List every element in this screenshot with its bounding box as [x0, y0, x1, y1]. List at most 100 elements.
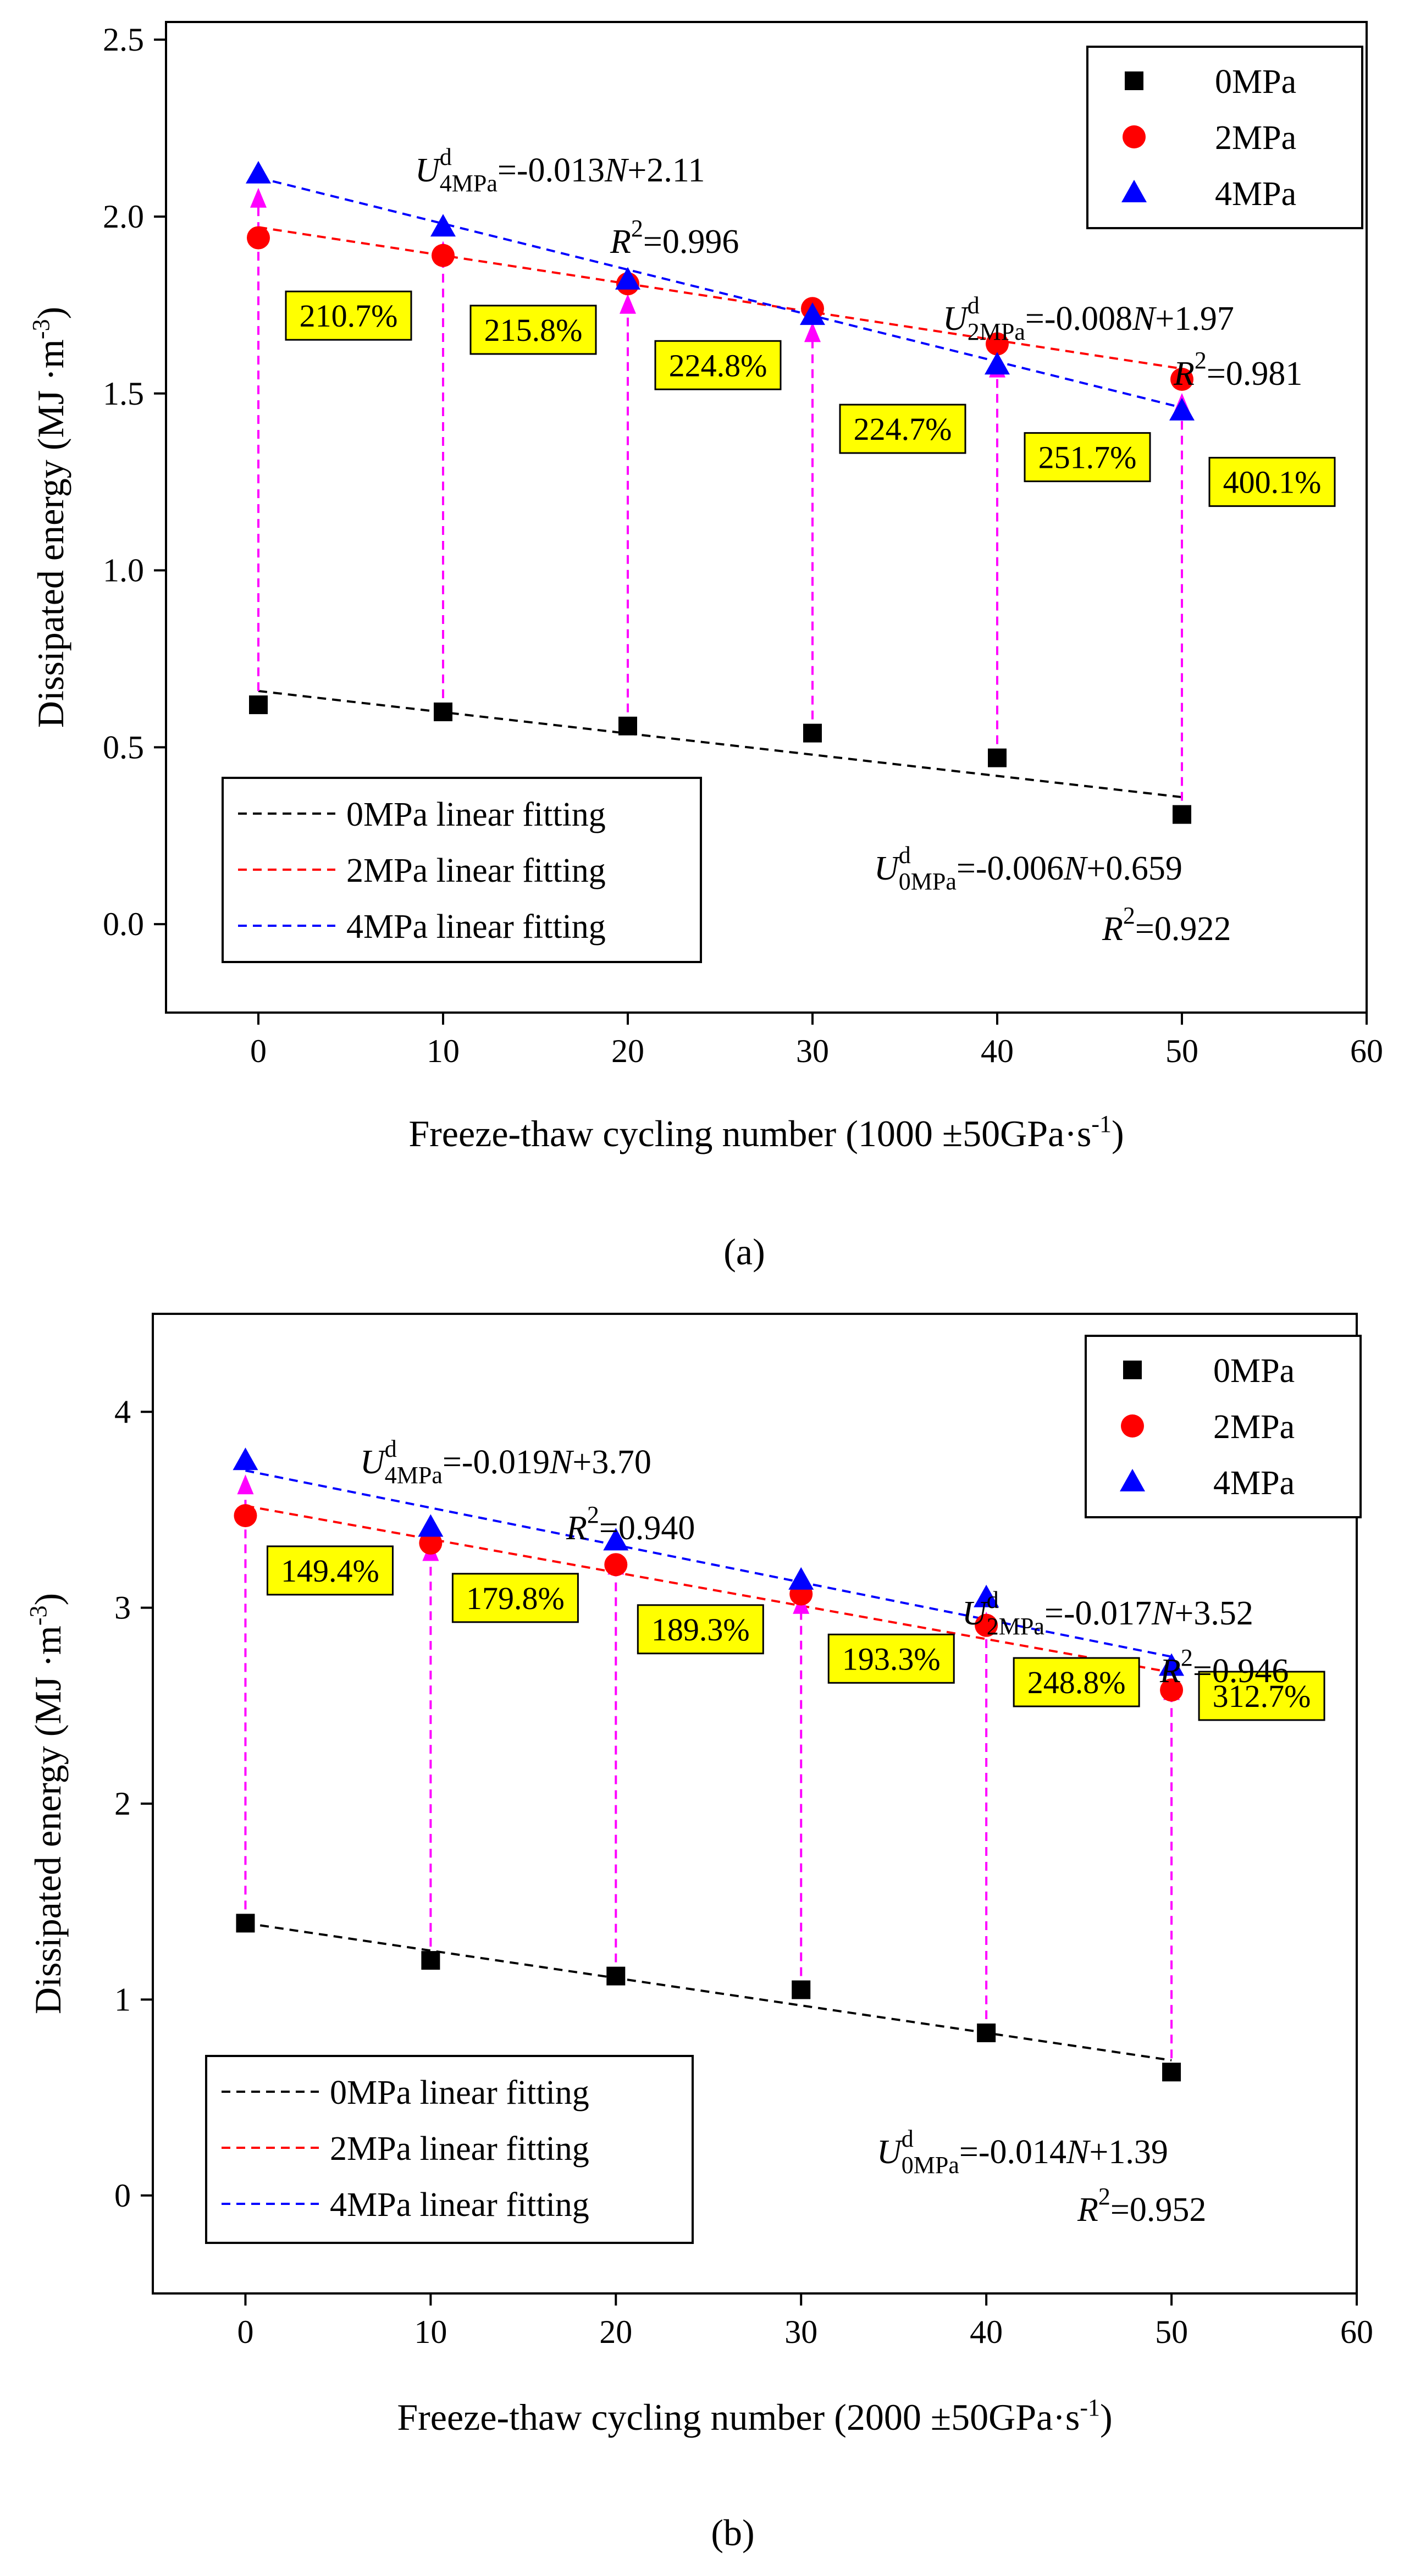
x-axis-title-main: Freeze-thaw cycling number (1000 ±50GPa·…	[408, 1113, 1091, 1154]
legend-marker-0MPa	[1123, 1361, 1142, 1379]
marker-0MPa	[434, 703, 452, 721]
y-axis-title: Dissipated energy (MJ ·m-3)	[25, 1593, 69, 2014]
eq-var: N	[1132, 300, 1157, 338]
eq-tail: +1.97	[1155, 300, 1234, 338]
eq-var: N	[1066, 2133, 1091, 2171]
y-tick-label: 1	[114, 1981, 131, 2017]
eq-rhs: =-0.017	[1044, 1595, 1152, 1632]
y-axis-title-main: Dissipated energy (MJ ·m	[27, 1626, 69, 2014]
x-tick-label: 40	[970, 2314, 1003, 2350]
y-tick-label: 0.5	[103, 729, 144, 765]
increase-label: 149.4%	[281, 1553, 379, 1589]
fit-legend-label: 2MPa linear fitting	[330, 2130, 589, 2168]
increase-label: 215.8%	[484, 312, 583, 348]
eq-var: N	[549, 1444, 574, 1481]
x-axis-title-close: )	[1100, 2396, 1113, 2438]
r2-sup: 2	[1098, 2183, 1110, 2210]
fit-legend-label: 4MPa linear fitting	[330, 2186, 589, 2224]
legend-label: 0MPa	[1213, 1352, 1295, 1390]
x-axis-title-main: Freeze-thaw cycling number (2000 ±50GPa·…	[397, 2396, 1080, 2438]
x-axis-title-sup: -1	[1080, 2394, 1100, 2421]
y-tick-label: 2.5	[103, 21, 144, 58]
r2-sup: 2	[631, 215, 643, 242]
x-tick-label: 60	[1340, 2314, 1373, 2350]
eq-rhs: =-0.013	[498, 152, 605, 189]
y-axis-title-close: )	[27, 1593, 69, 1606]
x-tick-label: 30	[784, 2314, 817, 2350]
eq-symbol: U	[415, 152, 442, 189]
increase-label: 251.7%	[1038, 440, 1137, 476]
y-tick-label: 1.5	[103, 375, 144, 412]
marker-2MPa	[247, 226, 270, 250]
eq-tail: +3.70	[572, 1444, 651, 1481]
r2-sup: 2	[1195, 347, 1207, 374]
marker-2MPa	[604, 1553, 627, 1576]
eq-rhs: =-0.014	[959, 2133, 1066, 2171]
r2-value: =0.946	[1193, 1652, 1289, 1690]
legend-marker-0MPa	[1125, 71, 1143, 90]
increase-label: 224.7%	[854, 411, 952, 447]
eq-tail: +0.659	[1086, 850, 1182, 887]
legend-label: 4MPa	[1215, 175, 1296, 213]
x-tick-label: 0	[250, 1033, 267, 1069]
marker-2MPa	[234, 1504, 257, 1527]
marker-2MPa	[432, 244, 455, 267]
eq-tail: +2.11	[627, 152, 705, 189]
eq-sup: d	[987, 1586, 999, 1613]
eq-rhs: =-0.008	[1025, 300, 1132, 338]
r2-symbol: R	[1102, 910, 1123, 948]
y-axis-title-main: Dissipated energy (MJ ·m	[30, 339, 71, 728]
legend-label: 4MPa	[1213, 1464, 1295, 1502]
marker-0MPa	[803, 724, 822, 743]
eq-symbol: U	[877, 2133, 904, 2171]
x-tick-label: 10	[414, 2314, 447, 2350]
x-tick-label: 0	[237, 2314, 253, 2350]
marker-0MPa	[421, 1951, 440, 1970]
r2-sup: 2	[1123, 902, 1135, 929]
eq-symbol: U	[962, 1595, 989, 1632]
marker-0MPa	[988, 749, 1007, 767]
panel-caption: (b)	[711, 2512, 754, 2553]
r2-symbol: R	[610, 223, 631, 261]
eq-tail: +1.39	[1089, 2133, 1168, 2171]
r2-value: =0.940	[599, 1510, 695, 1547]
y-tick-label: 0.0	[103, 906, 144, 942]
marker-0MPa	[249, 695, 268, 714]
eq-symbol: U	[360, 1444, 387, 1481]
legend-label: 2MPa	[1213, 1408, 1295, 1446]
eq-var: N	[604, 152, 629, 189]
increase-label: 189.3%	[651, 1612, 750, 1648]
x-tick-label: 50	[1155, 2314, 1188, 2350]
increase-label: 179.8%	[466, 1580, 565, 1616]
r2-symbol: R	[1173, 355, 1195, 393]
eq-sup: d	[968, 292, 980, 319]
r2-sup: 2	[1181, 1644, 1193, 1671]
y-tick-label: 2	[114, 1785, 131, 1822]
r2-symbol: R	[1077, 2191, 1098, 2229]
x-axis-title-close: )	[1112, 1113, 1124, 1154]
figure: 0 10 20 30 40 50 600.00.51.01.52.02.5Freeze-th…	[0, 0, 1415, 2576]
y-axis-title-sup: -3	[27, 319, 54, 340]
eq-var: N	[1063, 850, 1088, 887]
x-tick-label: 50	[1165, 1033, 1198, 1069]
x-tick-label: 30	[796, 1033, 829, 1069]
marker-0MPa	[792, 1981, 810, 1999]
eq-rhs: =-0.006	[957, 850, 1064, 887]
y-axis-title-close: )	[30, 307, 71, 319]
eq-sub: 0MPa	[899, 868, 957, 895]
r2-value: =0.922	[1135, 910, 1231, 948]
eq-sup: d	[385, 1435, 397, 1462]
r2-value: =0.981	[1207, 355, 1302, 393]
marker-0MPa	[606, 1967, 625, 1986]
panel-caption: (a)	[723, 1231, 765, 1273]
legend-marker-2MPa	[1121, 1414, 1144, 1438]
y-axis-title: Dissipated energy (MJ ·m-3)	[27, 307, 71, 728]
x-axis-title-sup: -1	[1091, 1110, 1112, 1137]
r2-symbol: R	[1159, 1652, 1181, 1690]
r2-value: =0.996	[643, 223, 739, 261]
eq-sub: 2MPa	[968, 318, 1025, 345]
eq-sup: d	[902, 2125, 914, 2152]
fit-legend-label: 0MPa linear fitting	[330, 2074, 589, 2111]
marker-0MPa	[1162, 2063, 1181, 2081]
y-tick-label: 3	[114, 1590, 131, 1626]
